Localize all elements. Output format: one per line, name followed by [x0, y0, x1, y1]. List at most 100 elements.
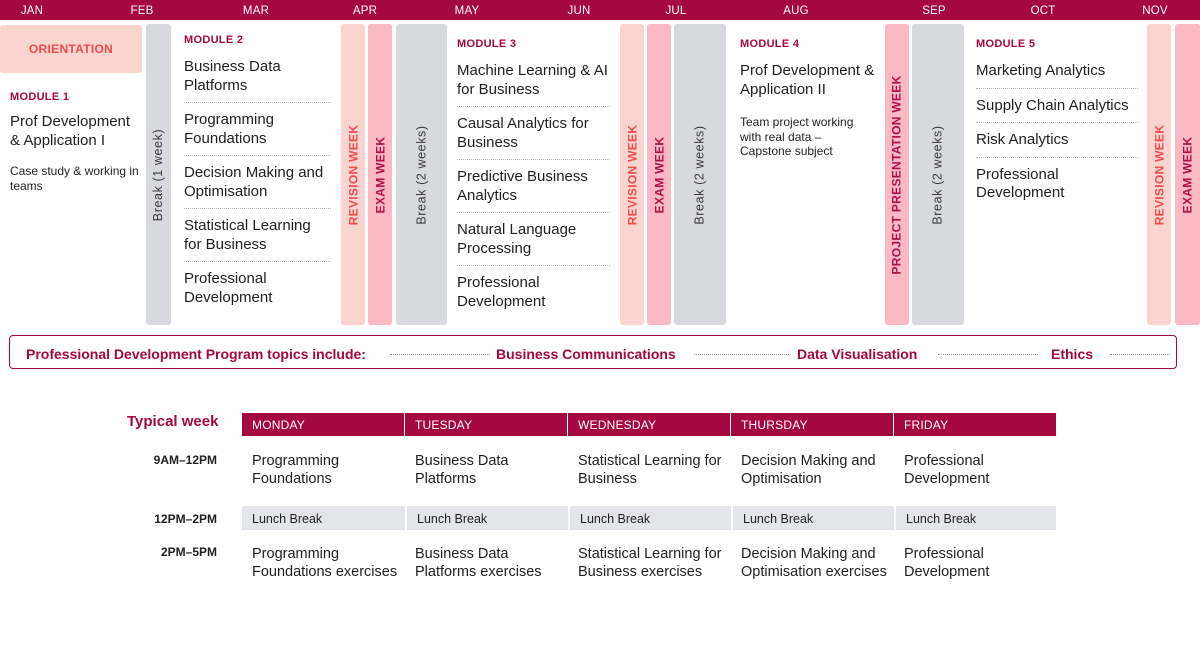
- schedule-cell: Professional Development: [904, 453, 990, 487]
- pdp-divider: [938, 354, 1038, 355]
- exam-week-bar: EXAM WEEK: [368, 24, 392, 325]
- module-4: MODULE 4 Prof Development & Application …: [740, 38, 875, 159]
- schedule-cell: Business Data Platforms: [415, 453, 509, 487]
- revision-label: REVISION WEEK: [346, 124, 360, 225]
- revision-label: REVISION WEEK: [625, 124, 639, 225]
- lunch-cell: Lunch Break: [894, 506, 1056, 530]
- schedule-cell: Programming Foundations exercises: [252, 546, 398, 580]
- module-2-topic: Decision Making and Optimisation: [184, 164, 331, 209]
- day-header-monday: MONDAY: [242, 413, 404, 436]
- pdp-divider: [390, 354, 490, 355]
- module-5: MODULE 5 Marketing Analytics Supply Chai…: [976, 38, 1138, 218]
- pdp-topic: Data Visualisation: [797, 346, 918, 362]
- module-3-title: MODULE 3: [457, 38, 517, 50]
- lunch-cell: Lunch Break: [252, 512, 323, 526]
- pdp-label: Professional Development Program topics …: [26, 346, 366, 362]
- orientation-block: ORIENTATION: [0, 25, 142, 73]
- month-label: AUG: [783, 5, 809, 17]
- module-3-topic: Professional Development: [457, 274, 546, 310]
- module-5-title: MODULE 5: [976, 38, 1036, 50]
- month-label: MAY: [454, 5, 480, 17]
- month-label: NOV: [1142, 5, 1168, 17]
- time-slot-morning: 9AM–12PM: [153, 453, 217, 467]
- module-1-note: Case study & working in teams: [10, 164, 139, 193]
- module-2: MODULE 2 Business Data Platforms Program…: [184, 34, 331, 322]
- lunch-cell: Lunch Break: [568, 506, 731, 530]
- module-2-topic: Programming Foundations: [184, 111, 331, 156]
- break-weeks-bar: Break (2 weeks): [912, 24, 964, 325]
- schedule-cell: Decision Making and Optimisation: [741, 453, 876, 487]
- time-slot-afternoon: 2PM–5PM: [160, 545, 217, 559]
- schedule-cell: Business Data Platforms exercises: [415, 546, 542, 580]
- lunch-cell: Lunch Break: [731, 506, 894, 530]
- month-label: JUN: [567, 5, 591, 17]
- month-label: JUL: [665, 5, 687, 17]
- lunch-row: [242, 506, 1056, 530]
- module-3-topic: Predictive Business Analytics: [457, 168, 610, 213]
- pdp-divider: [1110, 354, 1170, 355]
- break-label: Break (2 weeks): [931, 124, 945, 225]
- month-label: OCT: [1030, 5, 1056, 17]
- pdp-topic: Business Communications: [496, 346, 676, 362]
- break-weeks-bar: Break (2 weeks): [674, 24, 726, 325]
- day-header-wednesday: WEDNESDAY: [568, 413, 730, 436]
- module-3-topic: Machine Learning & AI for Business: [457, 62, 610, 107]
- time-slot-lunch: 12PM–2PM: [154, 512, 217, 526]
- month-label: MAR: [242, 5, 270, 17]
- exam-week-bar: EXAM WEEK: [647, 24, 671, 325]
- module-2-title: MODULE 2: [184, 34, 244, 46]
- pdp-topics-box: Professional Development Program topics …: [9, 335, 1177, 369]
- project-label: PROJECT PRESENTATION WEEK: [890, 74, 905, 275]
- lunch-cell: Lunch Break: [405, 506, 568, 530]
- schedule-cell: Professional Development: [904, 546, 990, 580]
- break-label: Break (2 weeks): [693, 124, 707, 225]
- day-header-friday: FRIDAY: [894, 413, 1056, 436]
- module-5-topic: Risk Analytics: [976, 131, 1138, 158]
- schedule-cell: Programming Foundations: [252, 453, 340, 487]
- day-header-tuesday: TUESDAY: [405, 413, 567, 436]
- project-presentation-week-bar: PROJECT PRESENTATION WEEK: [885, 24, 909, 325]
- schedule-cell: Decision Making and Optimisation exercis…: [741, 546, 887, 580]
- revision-label: REVISION WEEK: [1152, 124, 1166, 225]
- module-2-topic: Professional Development: [184, 270, 273, 306]
- module-2-topics: Business Data Platforms Programming Foun…: [184, 58, 331, 314]
- revision-week-bar: REVISION WEEK: [620, 24, 644, 325]
- module-3-topics: Machine Learning & AI for Business Causa…: [457, 62, 610, 318]
- module-5-topic: Marketing Analytics: [976, 62, 1138, 89]
- module-2-topic: Business Data Platforms: [184, 58, 331, 103]
- module-1-title: MODULE 1: [10, 91, 70, 103]
- break-label: Break (1 week): [151, 128, 166, 221]
- module-5-topic: Professional Development: [976, 165, 1065, 202]
- module-5-topic: Supply Chain Analytics: [976, 97, 1138, 123]
- month-header: JAN FEB MAR APR MAY JUN JUL AUG SEP OCT …: [0, 0, 1200, 20]
- pdp-divider: [694, 354, 789, 355]
- module-3-topic: Natural Language Processing: [457, 221, 610, 266]
- schedule-cell: Statistical Learning for Business exerci…: [578, 546, 722, 580]
- schedule-cell: Statistical Learning for Business: [578, 453, 722, 487]
- typical-week-label: Typical week: [127, 413, 219, 430]
- revision-week-bar: REVISION WEEK: [1147, 24, 1171, 325]
- month-label: JAN: [20, 5, 44, 17]
- break-week-bar: Break (1 week): [146, 24, 171, 325]
- module-1-topic: Prof Development & Application I: [10, 113, 131, 149]
- revision-week-bar: REVISION WEEK: [341, 24, 365, 325]
- exam-label: EXAM WEEK: [1180, 136, 1195, 213]
- module-4-title: MODULE 4: [740, 38, 800, 50]
- day-header-thursday: THURSDAY: [731, 413, 893, 436]
- module-5-topics: Marketing Analytics Supply Chain Analyti…: [976, 62, 1138, 210]
- module-3: MODULE 3 Machine Learning & AI for Busin…: [457, 38, 610, 326]
- month-label: APR: [352, 5, 378, 17]
- pdp-topic: Ethics: [1051, 346, 1094, 362]
- month-label: SEP: [922, 5, 946, 17]
- module-3-topic: Causal Analytics for Business: [457, 115, 610, 160]
- exam-label: EXAM WEEK: [373, 136, 387, 213]
- module-2-topic: Statistical Learning for Business: [184, 217, 331, 262]
- break-weeks-bar: Break (2 weeks): [396, 24, 447, 325]
- month-label: FEB: [130, 5, 154, 17]
- module-4-topic: Prof Development & Application II: [740, 62, 875, 98]
- module-1: MODULE 1 Prof Development & Application …: [10, 91, 142, 193]
- break-label: Break (2 weeks): [414, 124, 429, 225]
- exam-week-bar: EXAM WEEK: [1175, 24, 1200, 325]
- module-4-note: Team project working with real data – Ca…: [740, 115, 854, 158]
- exam-label: EXAM WEEK: [652, 136, 666, 213]
